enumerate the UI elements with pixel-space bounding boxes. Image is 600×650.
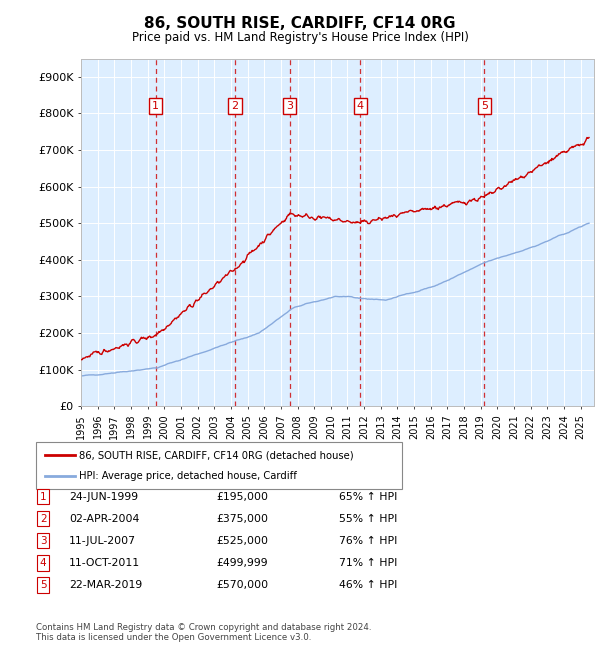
Text: 11-JUL-2007: 11-JUL-2007 <box>69 536 136 546</box>
Text: 3: 3 <box>286 101 293 111</box>
Text: 4: 4 <box>357 101 364 111</box>
Text: HPI: Average price, detached house, Cardiff: HPI: Average price, detached house, Card… <box>79 471 297 481</box>
Text: 5: 5 <box>40 580 47 590</box>
Text: 55% ↑ HPI: 55% ↑ HPI <box>339 514 397 524</box>
Text: £570,000: £570,000 <box>216 580 268 590</box>
Text: 24-JUN-1999: 24-JUN-1999 <box>69 491 138 502</box>
Text: 1: 1 <box>40 491 47 502</box>
Text: 3: 3 <box>40 536 47 546</box>
Text: 76% ↑ HPI: 76% ↑ HPI <box>339 536 397 546</box>
Text: 22-MAR-2019: 22-MAR-2019 <box>69 580 142 590</box>
Text: 71% ↑ HPI: 71% ↑ HPI <box>339 558 397 568</box>
Text: £499,999: £499,999 <box>216 558 268 568</box>
Text: 86, SOUTH RISE, CARDIFF, CF14 0RG (detached house): 86, SOUTH RISE, CARDIFF, CF14 0RG (detac… <box>79 450 354 460</box>
Text: 11-OCT-2011: 11-OCT-2011 <box>69 558 140 568</box>
Text: Contains HM Land Registry data © Crown copyright and database right 2024.
This d: Contains HM Land Registry data © Crown c… <box>36 623 371 642</box>
Text: 2: 2 <box>40 514 47 524</box>
Text: 4: 4 <box>40 558 47 568</box>
Text: 86, SOUTH RISE, CARDIFF, CF14 0RG: 86, SOUTH RISE, CARDIFF, CF14 0RG <box>144 16 456 31</box>
Text: Price paid vs. HM Land Registry's House Price Index (HPI): Price paid vs. HM Land Registry's House … <box>131 31 469 44</box>
Text: 02-APR-2004: 02-APR-2004 <box>69 514 139 524</box>
Text: £195,000: £195,000 <box>216 491 268 502</box>
Text: 1: 1 <box>152 101 159 111</box>
Text: £375,000: £375,000 <box>216 514 268 524</box>
Text: 46% ↑ HPI: 46% ↑ HPI <box>339 580 397 590</box>
Text: 65% ↑ HPI: 65% ↑ HPI <box>339 491 397 502</box>
Text: 2: 2 <box>232 101 239 111</box>
Text: £525,000: £525,000 <box>216 536 268 546</box>
Text: 5: 5 <box>481 101 488 111</box>
